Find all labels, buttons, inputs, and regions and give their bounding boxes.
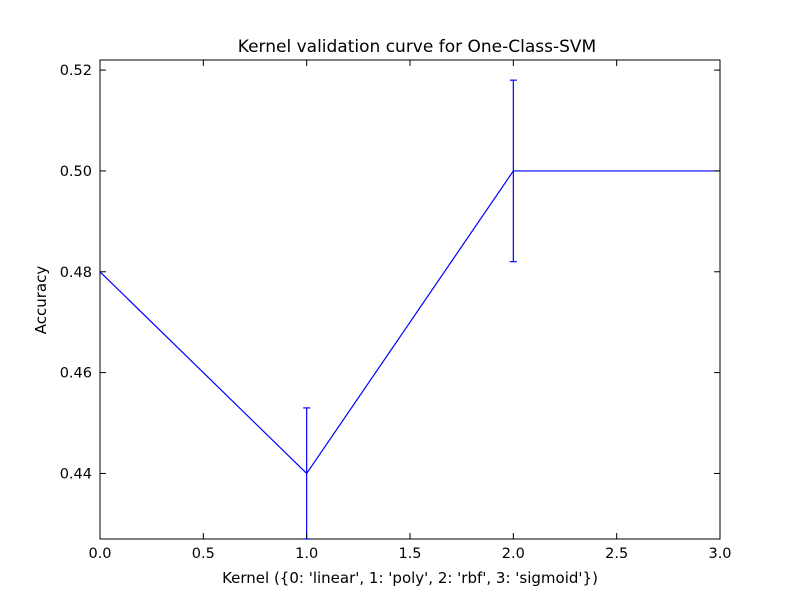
x-tick-label: 2.0 (502, 546, 525, 562)
plot-frame (99, 59, 721, 540)
y-tick-label: 0.48 (60, 265, 92, 281)
x-axis-label: Kernel ({0: 'linear', 1: 'poly', 2: 'rbf… (222, 569, 598, 587)
x-tick-label: 3.0 (708, 546, 731, 562)
y-axis: 0.44 0.46 0.48 0.50 0.52 (60, 63, 720, 482)
plot-area (99, 79, 720, 540)
x-tick-label: 0.0 (88, 546, 111, 562)
x-tick-label: 1.0 (295, 546, 318, 562)
x-axis: 0.0 0.5 1.0 1.5 2.0 2.5 3.0 (88, 60, 732, 562)
series-line (99, 170, 720, 475)
x-tick-label: 2.5 (605, 546, 628, 562)
y-tick-label: 0.44 (60, 466, 92, 482)
x-tick-label: 1.5 (398, 546, 421, 562)
y-axis-label: Accuracy (32, 266, 50, 335)
y-tick-label: 0.50 (60, 164, 92, 180)
y-tick-label: 0.46 (60, 366, 92, 382)
y-tick-label: 0.52 (60, 63, 92, 79)
chart-title: Kernel validation curve for One-Class-SV… (238, 37, 596, 57)
x-tick-label: 0.5 (192, 546, 215, 562)
